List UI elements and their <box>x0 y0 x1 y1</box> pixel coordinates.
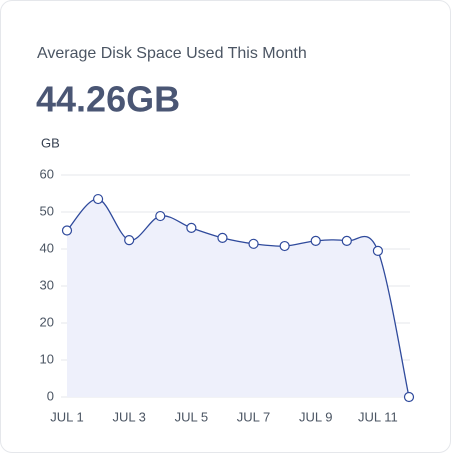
point <box>217 232 228 243</box>
point <box>61 225 73 236</box>
x-tick-label: JUL 11 <box>358 409 398 424</box>
y-tick-label: 40 <box>40 240 54 255</box>
point <box>279 240 290 252</box>
y-tick-label: 50 <box>40 203 54 218</box>
y-tick-label: 30 <box>40 277 54 292</box>
point <box>186 222 197 234</box>
point <box>155 210 166 222</box>
point <box>248 238 259 249</box>
y-tick-label: 10 <box>40 351 54 366</box>
x-tick-label: JUL 1 <box>50 409 83 424</box>
point <box>124 235 135 246</box>
point <box>403 391 415 403</box>
point <box>310 235 321 246</box>
x-tick-label: JUL 3 <box>112 409 145 424</box>
x-tick-label: JUL 7 <box>237 409 270 424</box>
point <box>341 235 352 246</box>
point <box>372 245 384 256</box>
y-axis-label: GB <box>41 135 60 150</box>
headline-value: 44.26GB <box>36 79 180 120</box>
x-tick-label: JUL 5 <box>175 409 208 424</box>
y-tick-label: 0 <box>47 388 54 403</box>
y-tick-label: 20 <box>40 314 54 329</box>
y-tick-label: 60 <box>40 166 54 181</box>
x-tick-label: JUL 9 <box>299 409 332 424</box>
chart-title: Average Disk Space Used This Month <box>37 45 307 62</box>
point <box>92 193 104 205</box>
area <box>67 198 409 397</box>
